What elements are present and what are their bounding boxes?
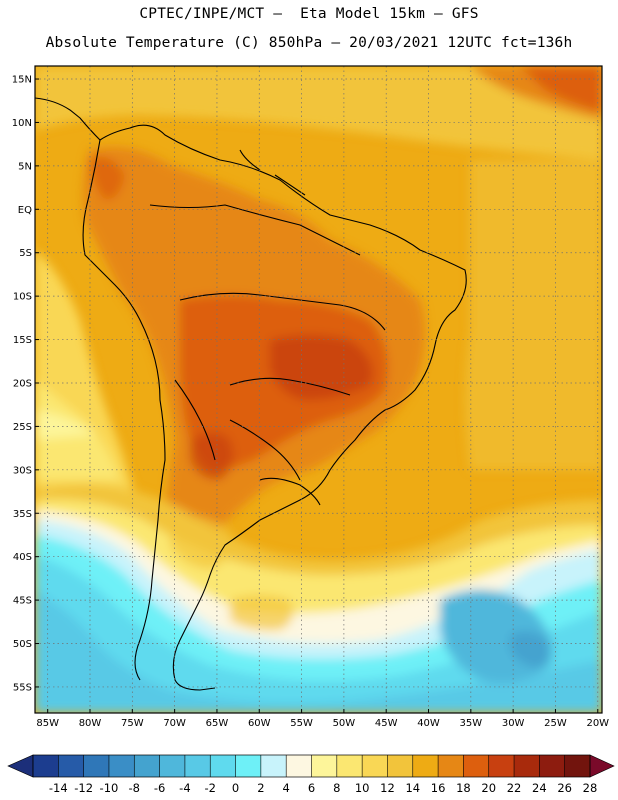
colorbar: -14 -12 -10 -8 -6 -4 -2 0 2 4 6 8 10 12 14 16 18 20 22 24 26… <box>7 754 615 795</box>
coastlines <box>35 97 467 691</box>
colorbar-swatch <box>260 755 287 777</box>
lat-tick-label: 10S <box>13 292 32 303</box>
colorbar-swatch <box>311 755 338 777</box>
colorbar-swatch <box>539 755 565 777</box>
colorbar-label: -4 <box>179 781 190 795</box>
colorbar-swatch <box>286 755 312 777</box>
lat-tick-label: 5N <box>18 161 32 172</box>
lon-tick-label: 85W <box>36 718 59 729</box>
lon-tick-label: 35W <box>460 718 483 729</box>
colorbar-swatch <box>184 755 211 777</box>
colorbar-label: -6 <box>154 781 165 795</box>
lon-tick-label: 70W <box>163 718 186 729</box>
lat-tick-label: EQ <box>18 205 32 216</box>
colorbar-swatch <box>108 755 135 777</box>
lat-tick-label: 15N <box>12 75 32 86</box>
lon-tick-label: 60W <box>248 718 271 729</box>
colorbar-label: 8 <box>333 781 340 795</box>
lat-tick-label: 50S <box>13 639 32 650</box>
colorbar-label: -10 <box>100 781 119 795</box>
colorbar-swatch <box>58 755 84 777</box>
lon-tick-label: 75W <box>121 718 144 729</box>
colorbar-label: 14 <box>405 781 420 795</box>
lon-tick-label: 25W <box>544 718 567 729</box>
colorbar-frame <box>32 754 591 778</box>
colorbar-swatch <box>412 755 439 777</box>
colorbar-label: 10 <box>355 781 370 795</box>
lon-tick-label: 80W <box>79 718 102 729</box>
colorbar-swatch <box>159 755 186 777</box>
title-line-1: CPTEC/INPE/MCT — Eta Model 15km — GFS <box>139 6 479 22</box>
lat-tick-label: 15S <box>13 335 32 346</box>
colorbar-label: -12 <box>74 781 93 795</box>
lat-tick-label: 25S <box>13 422 32 433</box>
colorbar-swatch <box>514 755 540 777</box>
lat-tick-label: 40S <box>13 552 32 563</box>
graticule <box>35 66 602 713</box>
colorbar-label: -8 <box>129 781 140 795</box>
colorbar-swatch <box>235 755 262 777</box>
colorbar-label: 6 <box>308 781 315 795</box>
colorbar-swatch <box>134 755 160 777</box>
lon-tick-label: 20W <box>586 718 609 729</box>
colorbar-swatch <box>564 755 591 777</box>
colorbar-high-arrow <box>589 754 615 778</box>
colorbar-label: 26 <box>557 781 572 795</box>
colorbar-label: 16 <box>431 781 446 795</box>
colorbar-label: 4 <box>283 781 290 795</box>
colorbar-swatch <box>362 755 388 777</box>
lat-tick-label: 45S <box>13 596 32 607</box>
lat-tick-label: 10N <box>12 118 32 129</box>
colorbar-label: 12 <box>380 781 395 795</box>
colorbar-label: 20 <box>481 781 496 795</box>
colorbar-swatch <box>438 755 464 777</box>
colorbar-swatch <box>387 755 414 777</box>
map-frame <box>34 65 603 714</box>
lon-tick-label: 45W <box>375 718 398 729</box>
colorbar-swatch <box>336 755 363 777</box>
colorbar-label: 18 <box>456 781 471 795</box>
lat-tick-label: 30S <box>13 465 32 476</box>
colorbar-swatch <box>488 755 515 777</box>
lon-tick-label: 55W <box>290 718 313 729</box>
longitude-axis: 85W 80W 75W 70W 65W 60W 55W 50W 45W 40W 35W 30W 25W 2… <box>36 709 609 729</box>
lon-tick-label: 40W <box>417 718 440 729</box>
latitude-axis: 15N 10N 5N EQ 5S 10S 15S 20S 25S 30S 35S 40S 45S 50S 5… <box>12 75 39 693</box>
colorbar-label: -2 <box>204 781 215 795</box>
colorbar-label: 2 <box>257 781 264 795</box>
colorbar-swatch <box>83 755 110 777</box>
colorbar-swatch <box>463 755 490 777</box>
lon-tick-label: 50W <box>333 718 356 729</box>
lat-tick-label: 20S <box>13 378 32 389</box>
lon-tick-label: 65W <box>206 718 229 729</box>
title-line-2: Absolute Temperature (C) 850hPa — 20/03/… <box>45 35 573 51</box>
colorbar-swatch <box>33 755 59 777</box>
colorbar-low-arrow <box>7 754 34 778</box>
lat-tick-label: 5S <box>19 248 32 259</box>
lat-tick-label: 55S <box>13 682 32 693</box>
lon-tick-label: 30W <box>502 718 525 729</box>
colorbar-label: 28 <box>583 781 598 795</box>
colorbar-label: 24 <box>532 781 547 795</box>
colorbar-label: 0 <box>232 781 239 795</box>
colorbar-label: 22 <box>507 781 522 795</box>
lat-tick-label: 35S <box>13 509 32 520</box>
colorbar-swatch <box>210 755 236 777</box>
temperature-field <box>35 66 602 713</box>
colorbar-label: -14 <box>49 781 68 795</box>
